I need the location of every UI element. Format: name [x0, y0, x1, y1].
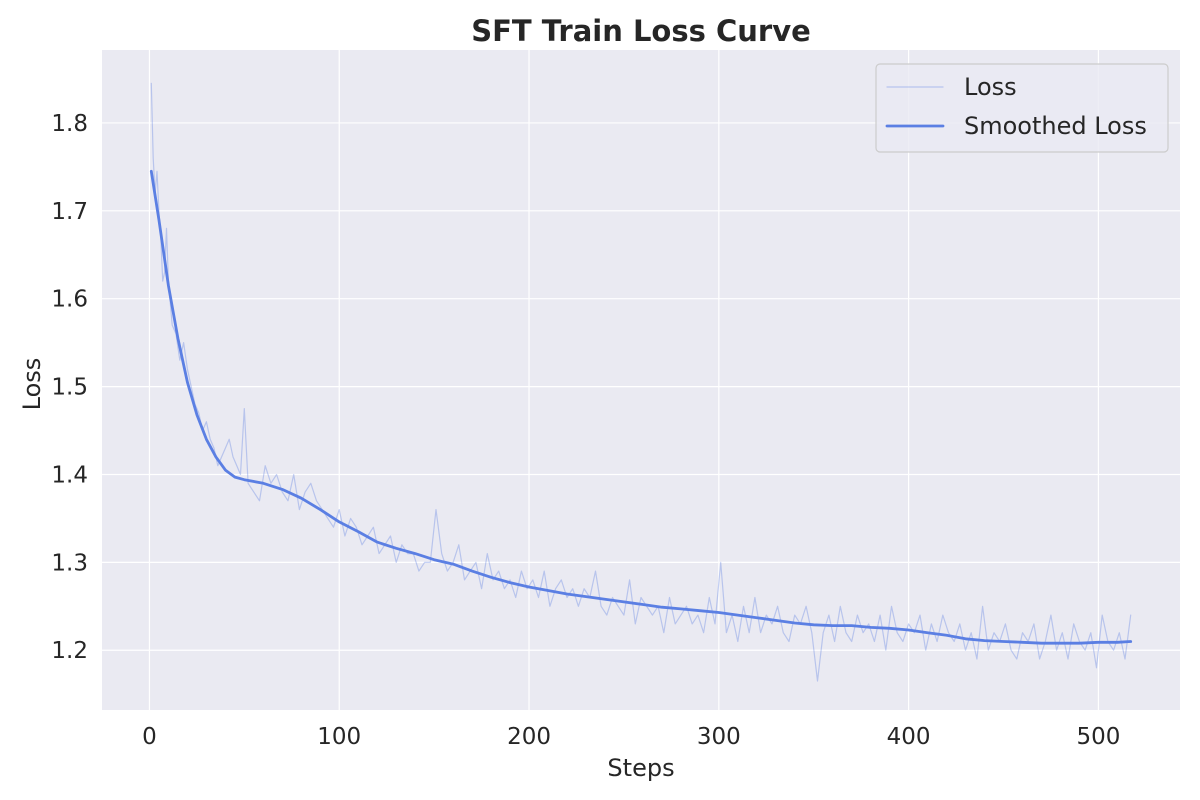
y-tick-label: 1.3 [51, 550, 88, 576]
plot-area [102, 50, 1180, 710]
smoothed-loss-series-line [149, 169, 1133, 645]
x-axis-title: Steps [607, 754, 674, 782]
y-axis-title: Loss [18, 358, 46, 411]
y-tick-label: 1.5 [51, 375, 88, 401]
x-tick-label: 300 [697, 724, 741, 750]
tick-labels: 0 100 200 300 400 500 1.2 1.3 1.4 1.5 1.6 1.7 1.8 [51, 111, 1120, 750]
x-tick-label: 100 [317, 724, 361, 750]
legend-box [875, 63, 1169, 153]
legend-label-smoothed-loss: Smoothed Loss [964, 112, 1147, 140]
y-tick-label: 1.6 [51, 287, 88, 313]
loss-series-line [150, 82, 1132, 682]
x-tick-label: 500 [1076, 724, 1120, 750]
legend: Loss Smoothed Loss [875, 63, 1169, 153]
y-tick-label: 1.8 [51, 111, 88, 137]
chart-title: SFT Train Loss Curve [471, 14, 811, 48]
legend-label-loss: Loss [964, 73, 1017, 101]
x-tick-label: 200 [507, 724, 551, 750]
x-tick-label: 400 [887, 724, 931, 750]
y-tick-label: 1.7 [51, 199, 88, 225]
x-tick-label: 0 [142, 724, 157, 750]
grid [102, 50, 1180, 710]
y-tick-label: 1.2 [51, 638, 88, 664]
y-tick-label: 1.4 [51, 462, 88, 488]
series-group [149, 82, 1133, 682]
